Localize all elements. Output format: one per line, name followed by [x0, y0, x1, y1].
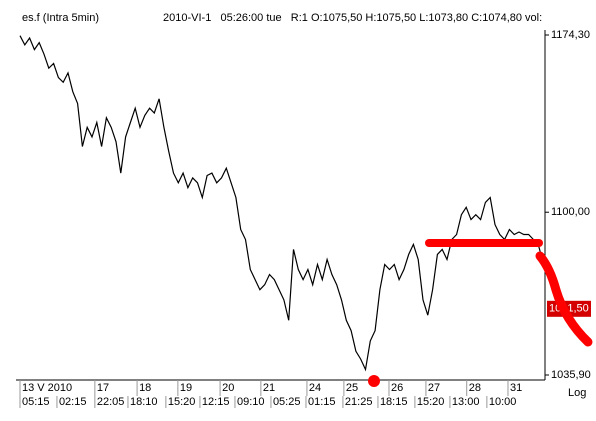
date-tick-label: 20 — [222, 382, 234, 394]
hand-drawn-dot — [368, 375, 380, 387]
date-tick-label: 25 — [346, 382, 358, 394]
time-tick-label: 18:10 — [130, 396, 158, 408]
time-tick-label: 22:05 — [97, 396, 125, 408]
quote-info: 2010-VI-1 05:26:00 tue R:1 O:1075,50 H:1… — [163, 12, 542, 24]
time-tick-label: 01:15 — [308, 396, 336, 408]
price-line — [19, 35, 544, 372]
date-tick-label: 26 — [391, 382, 403, 394]
time-tick-label: 10:00 — [489, 396, 517, 408]
date-tick-label: 24 — [309, 382, 321, 394]
time-tick-label: 05:25 — [273, 396, 301, 408]
time-tick-label: 02:15 — [59, 396, 87, 408]
time-tick-label: 05:15 — [22, 396, 50, 408]
date-tick-label: 28 — [469, 382, 481, 394]
chart-title: es.f (Intra 5min) — [22, 12, 99, 24]
time-tick-label: 09:10 — [237, 396, 265, 408]
date-tick-label: 17 — [97, 382, 109, 394]
time-tick-label: 13:00 — [452, 396, 480, 408]
date-tick-label: 19 — [180, 382, 192, 394]
date-tick-label: 27 — [428, 382, 440, 394]
plot: 1174,30 1100,00 1035,90 13 V 2010 17 18 19 20 21… — [19, 29, 591, 408]
hand-drawn-curve — [535, 251, 593, 347]
time-tick-label: 15:20 — [168, 396, 196, 408]
time-tick-label: 21:25 — [345, 396, 373, 408]
time-tick-label: 18:15 — [380, 396, 408, 408]
date-tick-label: 13 V 2010 — [22, 382, 72, 394]
y-tick-label: 1100,00 — [551, 206, 590, 218]
time-tick-label: 12:15 — [202, 396, 230, 408]
annotations — [368, 239, 593, 387]
y-tick-label: 1035,90 — [551, 369, 591, 381]
date-tick-label: 31 — [510, 382, 522, 394]
scale-label: Log — [568, 387, 586, 399]
date-tick-label: 21 — [263, 382, 275, 394]
y-tick-label: 1174,30 — [551, 29, 590, 41]
date-tick-label: 18 — [139, 382, 151, 394]
time-tick-label: 15:20 — [417, 396, 445, 408]
